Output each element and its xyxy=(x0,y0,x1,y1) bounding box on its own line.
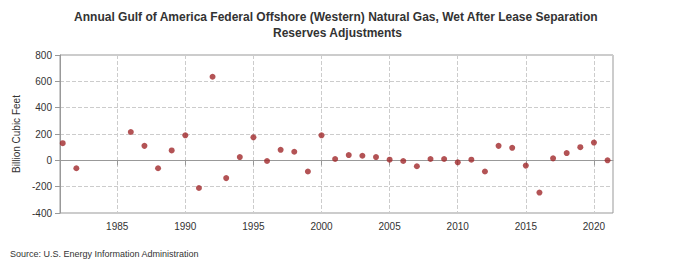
svg-text:200: 200 xyxy=(35,129,52,140)
svg-text:0: 0 xyxy=(46,155,52,166)
svg-text:Annual Gulf of America Federal: Annual Gulf of America Federal Offshore … xyxy=(74,10,601,24)
svg-text:600: 600 xyxy=(35,76,52,87)
svg-text:-400: -400 xyxy=(32,208,52,219)
svg-text:800: 800 xyxy=(35,50,52,61)
svg-text:400: 400 xyxy=(35,102,52,113)
svg-text:2020: 2020 xyxy=(583,221,606,232)
svg-text:1995: 1995 xyxy=(242,221,265,232)
svg-text:Source: U.S. Energy Informatio: Source: U.S. Energy Information Administ… xyxy=(10,249,199,259)
svg-text:2010: 2010 xyxy=(447,221,470,232)
svg-text:-200: -200 xyxy=(32,181,52,192)
svg-text:1985: 1985 xyxy=(106,221,129,232)
svg-text:2000: 2000 xyxy=(310,221,333,232)
svg-text:2015: 2015 xyxy=(515,221,538,232)
svg-text:2005: 2005 xyxy=(378,221,401,232)
svg-text:Reserves Adjustments: Reserves Adjustments xyxy=(273,26,402,40)
svg-text:1990: 1990 xyxy=(174,221,197,232)
svg-text:Billion Cubic Feet: Billion Cubic Feet xyxy=(11,95,22,173)
